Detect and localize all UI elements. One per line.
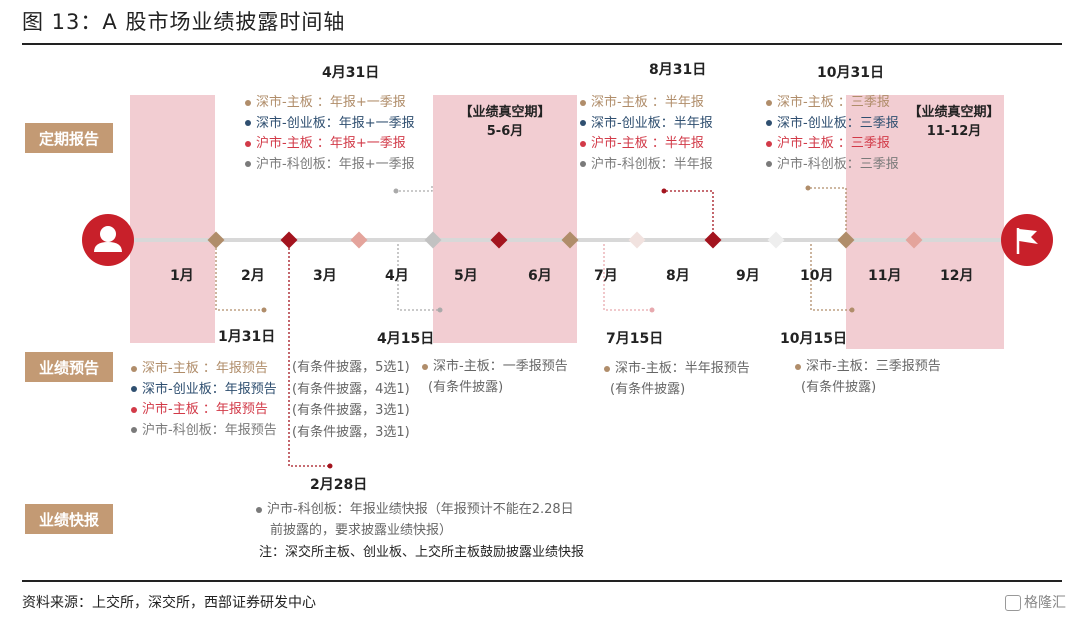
- list-item: 深市-主板 ：三季报: [766, 93, 899, 114]
- list-item: 深市-主板 ：半年报: [580, 93, 713, 114]
- watermark-logo-icon: [1005, 595, 1021, 611]
- vacuum-may-jun: [433, 95, 577, 343]
- month-label: 3月: [313, 268, 337, 284]
- month-label: 8月: [666, 268, 690, 284]
- bullet-icon: [245, 99, 251, 106]
- bullet-icon: [580, 99, 586, 106]
- forecast-half: 深市-主板：半年报预告 (有条件披露): [604, 359, 750, 400]
- flag-icon: [1001, 214, 1053, 266]
- date-feb28: 2月28日: [310, 477, 368, 493]
- footer-rule: [22, 580, 1062, 582]
- vacuum-label-nov-dec: 【业绩真空期】 11-12月: [908, 105, 1000, 139]
- list-item: 深市-创业板：三季报: [766, 114, 899, 135]
- vacuum-label-may-jun: 【业绩真空期】 5-6月: [459, 105, 551, 139]
- bullet-icon: [131, 406, 137, 413]
- timeline-axis: [110, 238, 1010, 242]
- periodic-annual-q1-list: 深市-主板 ：年报+一季报 深市-创业板：年报+一季报 沪市-主板 ：年报+一季报沪…: [245, 93, 415, 175]
- month-label: 10月: [800, 268, 834, 284]
- list-item: 沪市-主板 ：半年报: [580, 134, 713, 155]
- list-item: 深市-创业板：年报预告: [131, 380, 277, 401]
- date-jan31: 1月31日: [218, 329, 276, 345]
- date-apr15: 4月15日: [377, 331, 435, 347]
- bullet-icon: [580, 120, 586, 126]
- bullet-icon: [131, 365, 137, 372]
- date-apr31: 4月31日: [322, 65, 380, 81]
- list-item: 沪市-科创板：年报+一季报: [245, 155, 415, 176]
- periodic-q3-list: 深市-主板 ：三季报 深市-创业板：三季报 沪市-主板 ：三季报 沪市-科创板：三季报: [766, 93, 899, 175]
- bullet-icon: [245, 161, 251, 167]
- express-text: 沪市-科创板：年报业绩快报（年报预计不能在2.28日 前披露的，要求披露业绩快报…: [256, 500, 574, 541]
- month-label: 4月: [385, 268, 409, 284]
- month-label: 1月: [170, 268, 194, 284]
- badge-express: 业绩快报: [25, 504, 113, 534]
- list-item: 沪市-科创板：年报预告: [131, 421, 277, 442]
- bullet-icon: [131, 386, 137, 392]
- forecast-q3: 深市-主板：三季报预告 (有条件披露): [795, 357, 941, 398]
- date-aug31: 8月31日: [649, 62, 707, 78]
- month-label: 6月: [528, 268, 552, 284]
- bullet-icon: [766, 120, 772, 126]
- date-jul15: 7月15日: [606, 331, 664, 347]
- list-item: 深市-主板 ：年报+一季报: [245, 93, 415, 114]
- month-label: 7月: [594, 268, 618, 284]
- list-item: 深市-创业板：半年报: [580, 114, 713, 135]
- list-item: 沪市-科创板：三季报: [766, 155, 899, 176]
- bullet-icon: [766, 161, 772, 167]
- figure-title: 图 13：A 股市场业绩披露时间轴: [22, 10, 346, 34]
- forecast-q1: 深市-主板：一季报预告 (有条件披露): [422, 357, 568, 398]
- bullet-icon: [580, 140, 586, 147]
- bullet-icon: [766, 99, 772, 106]
- person-icon: [82, 214, 134, 266]
- month-label: 9月: [736, 268, 760, 284]
- month-label: 5月: [454, 268, 478, 284]
- watermark: 格隆汇: [1005, 592, 1066, 612]
- list-item: 沪市-主板 ：三季报: [766, 134, 899, 155]
- bullet-icon: [131, 427, 137, 433]
- badge-periodic-report: 定期报告: [25, 123, 113, 153]
- source-note: 资料来源：上交所，深交所，西部证券研发中心: [22, 595, 316, 611]
- list-item: 深市-主板 ：年报预告: [131, 359, 277, 380]
- bullet-icon: [245, 140, 251, 147]
- date-oct15: 10月15日: [780, 331, 847, 347]
- bullet-icon: [766, 140, 772, 147]
- date-oct31: 10月31日: [817, 65, 884, 81]
- list-item: 沪市-主板 ：年报+一季报: [245, 134, 415, 155]
- month-label: 11月: [868, 268, 902, 284]
- badge-forecast: 业绩预告: [25, 352, 113, 382]
- month-label: 2月: [241, 268, 265, 284]
- jan-shade: [130, 95, 215, 343]
- month-label: 12月: [940, 268, 974, 284]
- list-item: 沪市-主板 ：年报预告: [131, 400, 277, 421]
- forecast-annual-list: 深市-主板 ：年报预告 深市-创业板：年报预告 沪市-主板 ：年报预告 沪市-科创板：…: [131, 359, 277, 441]
- list-item: 沪市-科创板：半年报: [580, 155, 713, 176]
- vacuum-nov-dec: [846, 95, 1004, 349]
- periodic-half-list: 深市-主板 ：半年报 深市-创业板：半年报 沪市-主板 ：半年报 沪市-科创板：半年报: [580, 93, 713, 175]
- list-item: 深市-创业板：年报+一季报: [245, 114, 415, 135]
- forecast-annual-conditions: (有条件披露，5选1) (有条件披露，4选1) (有条件披露，3选1) (有条件…: [292, 360, 410, 440]
- bullet-icon: [580, 161, 586, 167]
- bullet-icon: [245, 120, 251, 126]
- title-rule: [22, 43, 1062, 45]
- express-note: 注：深交所主板、创业板、上交所主板鼓励披露业绩快报: [259, 545, 585, 560]
